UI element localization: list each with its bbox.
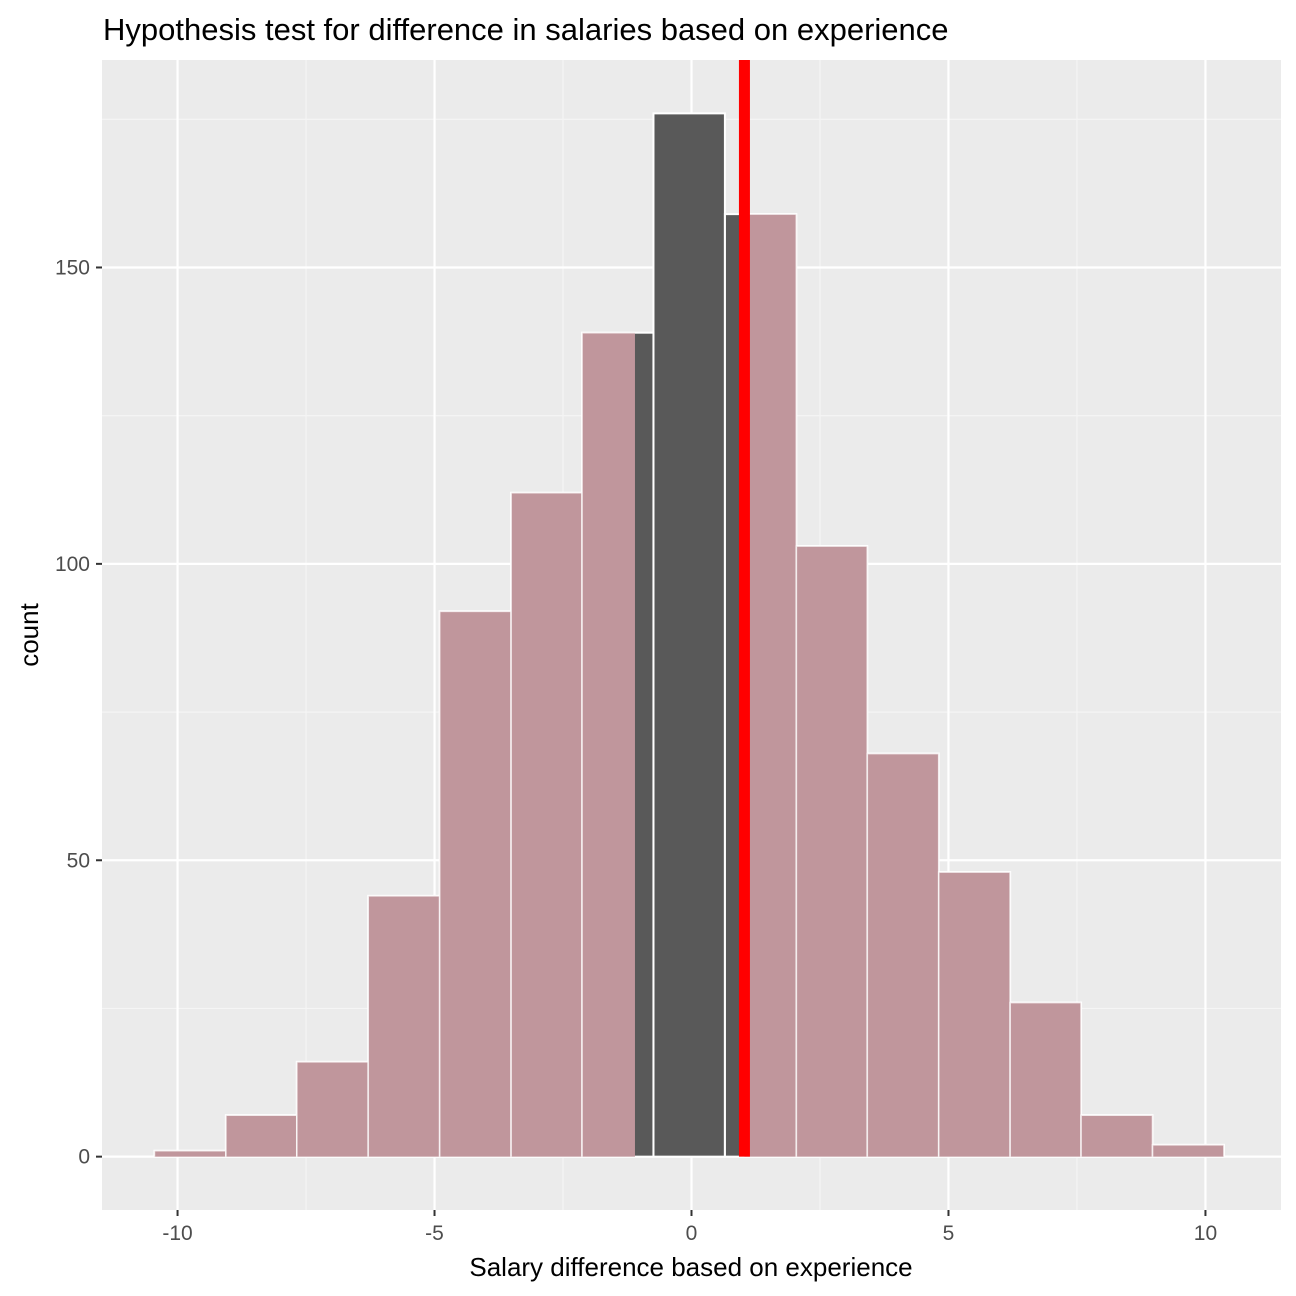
y-tick-label: 100	[55, 553, 90, 576]
shaded-bar-segment	[439, 611, 512, 1157]
shaded-bar-segment	[938, 872, 1011, 1157]
shaded-bar-segment	[1081, 1115, 1153, 1157]
x-tick-label: -5	[425, 1222, 444, 1245]
shaded-bar-segment	[1010, 1002, 1082, 1157]
shaded-bar-segment	[867, 753, 939, 1157]
shaded-bar-segment	[225, 1115, 297, 1157]
histogram-bar	[652, 112, 726, 1158]
x-tick-label: 10	[1194, 1222, 1217, 1245]
bar-outline	[1080, 1114, 1154, 1157]
axis-ticks	[96, 266, 1207, 1216]
x-tick-label: 5	[943, 1222, 955, 1245]
observed-statistic-line	[738, 60, 750, 1157]
observed-statistic-marker	[738, 60, 750, 1157]
shaded-bar-segment	[1152, 1144, 1224, 1157]
x-tick-label: -10	[162, 1222, 192, 1245]
x-tick-label: 0	[686, 1222, 698, 1245]
y-axis-tick-labels: 0 50 100 150	[55, 256, 90, 1168]
shaded-bar-segment	[368, 895, 440, 1157]
shaded-bar-segment	[744, 214, 797, 1157]
chart-title: Hypothesis test for difference in salari…	[103, 12, 949, 47]
shaded-bar-segment	[296, 1061, 369, 1157]
bar-outline	[1009, 1001, 1082, 1157]
shaded-bar-segment	[582, 332, 635, 1157]
y-tick-label: 50	[67, 849, 90, 872]
x-axis-title: Salary difference based on experience	[469, 1252, 912, 1282]
shaded-bar-segment	[511, 492, 583, 1157]
y-tick-label: 150	[55, 256, 90, 279]
y-tick-label: 0	[78, 1146, 90, 1169]
shaded-bar-segment	[796, 546, 868, 1157]
shaded-bar-segment	[154, 1150, 226, 1157]
bar-outline	[1151, 1143, 1225, 1157]
shaded-p-value-region	[153, 112, 1225, 1157]
y-axis-title: count	[14, 602, 44, 666]
x-axis-tick-labels: -10 -5 0 5 10	[162, 1222, 1217, 1245]
